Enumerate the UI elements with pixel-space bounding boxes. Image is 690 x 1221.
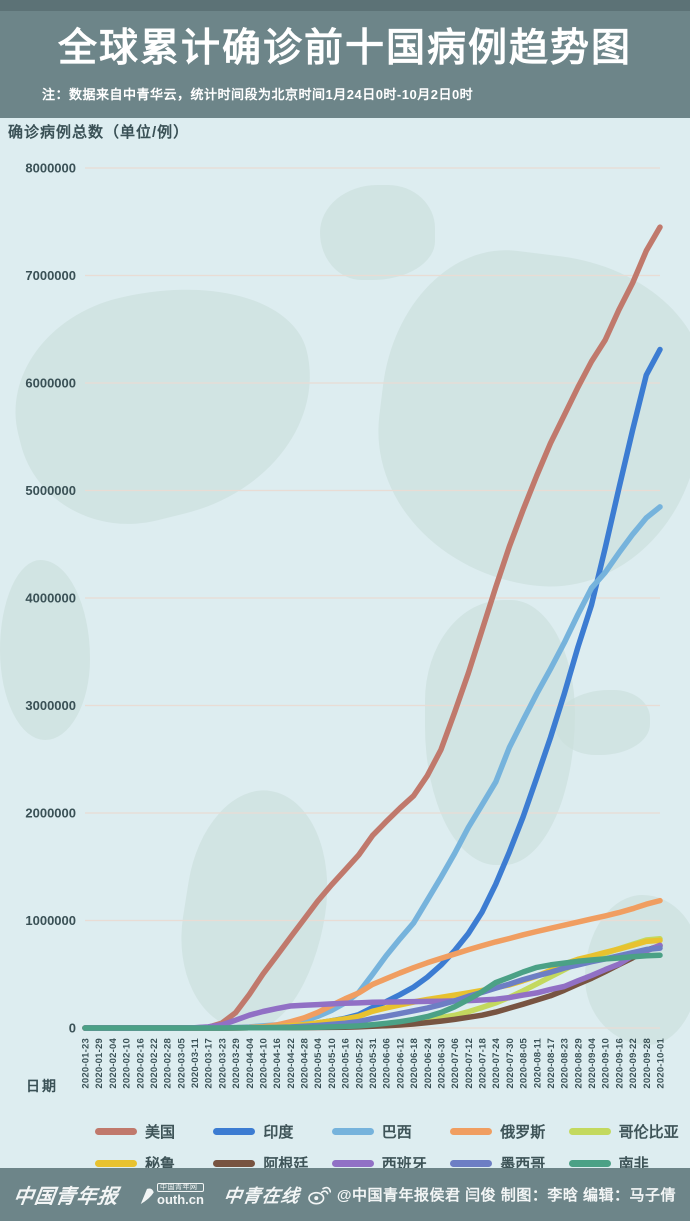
series-line-9	[82, 952, 663, 1031]
series-line-1	[82, 346, 663, 1031]
x-tick-label: 2020-06-30	[436, 1038, 447, 1089]
x-tick-label: 2020-05-22	[354, 1038, 365, 1089]
x-tick-label: 2020-04-04	[245, 1037, 256, 1088]
zhongqing-online-logo: 中青在线	[222, 1185, 302, 1206]
legend-label: 印度	[263, 1124, 294, 1141]
header: 全球累计确诊前十国病例趋势图 注：数据来自中青华云，统计时间段为北京时间1月24…	[0, 0, 690, 118]
x-tick-label: 2020-05-31	[368, 1037, 379, 1088]
x-tick-label: 2020-08-29	[573, 1038, 584, 1089]
x-tick-label: 2020-07-12	[464, 1038, 475, 1089]
x-tick-label: 2020-07-30	[505, 1038, 516, 1089]
x-tick-label: 2020-07-06	[450, 1038, 461, 1089]
legend-label: 巴西	[381, 1124, 412, 1141]
x-tick-label: 2020-04-28	[300, 1038, 311, 1089]
x-tick-label: 2020-05-16	[341, 1038, 352, 1089]
youth-badge: 中国青年网	[157, 1183, 204, 1192]
legend-swatch	[95, 1160, 137, 1167]
legend-swatch	[568, 1128, 611, 1135]
map-landmass	[555, 690, 650, 755]
x-tick-label: 2020-09-16	[614, 1038, 625, 1089]
x-tick-label: 2020-06-18	[409, 1038, 420, 1089]
y-tick-label: 3000000	[25, 698, 76, 713]
x-tick-label: 2020-08-17	[546, 1038, 557, 1089]
y-tick-label: 1000000	[25, 913, 76, 928]
legend-swatch	[331, 1160, 374, 1167]
x-tick-label: 2020-07-18	[478, 1038, 489, 1089]
legend-label: 俄罗斯	[500, 1124, 546, 1141]
page-title: 全球累计确诊前十国病例趋势图	[57, 27, 632, 70]
legend-swatch	[450, 1128, 493, 1135]
x-tick-label: 2020-08-05	[519, 1037, 530, 1088]
x-tick-label: 2020-10-01	[656, 1037, 667, 1088]
legend-item-0: 美国	[95, 1121, 213, 1142]
footer: 中国青年报 中国青年网 outh.cn 中青在线	[0, 1168, 690, 1221]
x-tick-label: 2020-03-29	[231, 1038, 242, 1089]
legend-label: 哥伦比亚	[618, 1124, 679, 1141]
x-tick-label: 2020-06-06	[382, 1038, 393, 1089]
x-tick-label: 2020-09-22	[628, 1038, 639, 1089]
x-tick-label: 2020-04-16	[272, 1038, 283, 1089]
x-tick-label: 2020-07-24	[491, 1037, 502, 1088]
china-youth-daily-logo: 中国青年报	[12, 1186, 121, 1208]
x-tick-label: 2020-01-29	[94, 1038, 105, 1089]
x-tick-label: 2020-03-05	[176, 1037, 187, 1088]
legend-swatch	[213, 1160, 256, 1167]
credit-text: @中国青年报侯君 闫俊 制图：李晗 编辑：马子倩	[336, 1187, 676, 1204]
x-tick-label: 2020-02-22	[149, 1038, 160, 1089]
x-tick-label: 2020-03-17	[204, 1038, 215, 1089]
chart-legend: 美国 印度 巴西 俄罗斯 哥伦比亚 秘鲁 阿根廷 西班牙 墨西哥 南非	[95, 1121, 687, 1174]
x-tick-label: 2020-04-22	[286, 1038, 297, 1089]
x-tick-label: 2020-08-23	[560, 1038, 571, 1089]
legend-swatch	[450, 1160, 493, 1167]
x-tick-label: 2020-02-04	[108, 1037, 119, 1088]
legend-item-2: 巴西	[331, 1121, 450, 1142]
x-tick-label: 2020-02-16	[135, 1038, 146, 1089]
weibo-icon	[308, 1186, 331, 1204]
ginkgo-leaf-icon	[140, 1188, 154, 1204]
x-tick-label: 2020-06-24	[423, 1037, 434, 1088]
y-axis-title: 确诊病例总数（单位/例）	[8, 124, 190, 141]
youth-main: outh.cn	[157, 1192, 204, 1207]
x-tick-label: 2020-09-10	[601, 1038, 612, 1089]
data-source-note: 注：数据来自中青华云，统计时间段为北京时间1月24日0时-10月2日0时	[42, 87, 474, 102]
legend-item-1: 印度	[213, 1121, 331, 1142]
y-tick-label: 5000000	[25, 483, 76, 498]
x-tick-label: 2020-05-04	[313, 1037, 324, 1088]
y-tick-label: 6000000	[25, 376, 76, 391]
legend-swatch	[213, 1128, 256, 1135]
y-tick-label: 2000000	[25, 806, 76, 821]
y-tick-label: 4000000	[25, 591, 76, 606]
series-line-2	[82, 504, 663, 1031]
x-tick-label: 2020-02-28	[163, 1038, 174, 1089]
y-tick-label: 0	[69, 1021, 76, 1036]
y-tick-label: 8000000	[25, 161, 76, 176]
map-landmass	[320, 185, 435, 280]
youth-cn-logo: 中国青年网 outh.cn	[139, 1183, 204, 1206]
x-axis-title: 日期	[26, 1078, 58, 1094]
x-tick-label: 2020-03-23	[217, 1038, 228, 1089]
legend-item-4: 哥伦比亚	[568, 1121, 687, 1142]
x-tick-label: 2020-04-10	[258, 1038, 269, 1089]
legend-swatch	[568, 1160, 611, 1167]
legend-swatch	[331, 1128, 374, 1135]
x-tick-label: 2020-08-11	[532, 1037, 543, 1088]
legend-swatch	[95, 1128, 137, 1135]
credit-line: @中国青年报侯君 闫俊 制图：李晗 编辑：马子倩	[307, 1184, 676, 1205]
x-tick-label: 2020-05-10	[327, 1038, 338, 1089]
x-tick-label: 2020-09-28	[642, 1038, 653, 1089]
header-top-strip	[0, 0, 690, 11]
legend-item-3: 俄罗斯	[450, 1121, 568, 1142]
map-landmass	[0, 560, 90, 740]
footer-logos: 中国青年报 中国青年网 outh.cn 中青在线	[12, 1180, 302, 1209]
y-tick-label: 7000000	[25, 268, 76, 283]
x-tick-label: 2020-09-04	[587, 1037, 598, 1088]
x-tick-label: 2020-01-23	[81, 1038, 92, 1089]
x-tick-label: 2020-02-10	[122, 1038, 133, 1089]
x-tick-label: 2020-03-11	[190, 1037, 201, 1088]
x-tick-label: 2020-06-12	[395, 1038, 406, 1089]
legend-label: 美国	[145, 1124, 176, 1141]
